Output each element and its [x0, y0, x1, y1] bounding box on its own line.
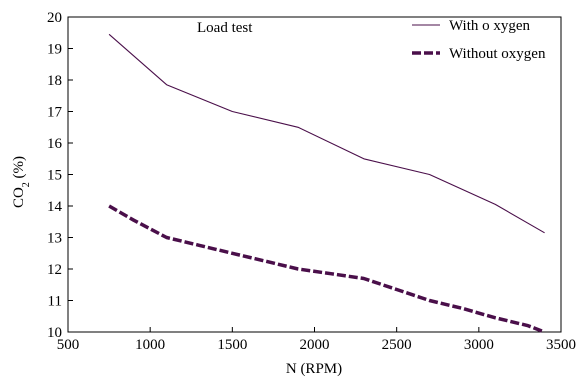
x-tick-label: 3000	[464, 337, 494, 353]
x-tick-label: 500	[57, 337, 80, 353]
legend-label: With o xygen	[449, 18, 531, 34]
plot-border	[67, 16, 562, 333]
x-axis-title: N (RPM)	[286, 361, 342, 377]
y-axis-title: CO2 (%)	[11, 156, 32, 208]
x-tick-label: 3500	[546, 337, 576, 353]
x-tick-label: 2000	[300, 337, 330, 353]
series-line-with-oxygen	[108, 33, 545, 234]
legend: With o xygen Without oxygen	[412, 18, 546, 62]
plot-frame	[67, 16, 562, 333]
y-axis-title-subscript: 2	[21, 182, 32, 187]
x-axis-ticks: 500 1000 1500 2000 2500 3000 3500	[57, 327, 576, 353]
x-tick-label: 2500	[382, 337, 412, 353]
y-tick-label: 14	[47, 199, 63, 215]
y-tick-label: 11	[48, 294, 62, 310]
chart-annotation: Load test	[197, 20, 253, 36]
y-tick-label: 12	[47, 262, 62, 278]
y-tick-label: 20	[47, 10, 62, 26]
x-tick-label: 1500	[217, 337, 247, 353]
legend-label: Without oxygen	[449, 46, 546, 62]
y-tick-label: 16	[47, 136, 63, 152]
y-tick-label: 19	[47, 42, 62, 58]
x-tick-label: 1000	[135, 337, 165, 353]
y-axis-ticks: 10 11 12 13 14 15 16 17 18 19 20	[47, 10, 73, 341]
y-tick-label: 17	[47, 105, 63, 121]
y-tick-label: 13	[47, 231, 62, 247]
y-axis-title-unit: (%)	[11, 156, 27, 182]
y-tick-label: 18	[47, 73, 62, 89]
y-tick-label: 15	[47, 168, 62, 184]
y-axis-title-main: CO	[11, 187, 27, 208]
series-layer	[108, 33, 546, 334]
y-tick-label: 10	[47, 325, 62, 341]
series-line-without-oxygen	[108, 204, 546, 334]
